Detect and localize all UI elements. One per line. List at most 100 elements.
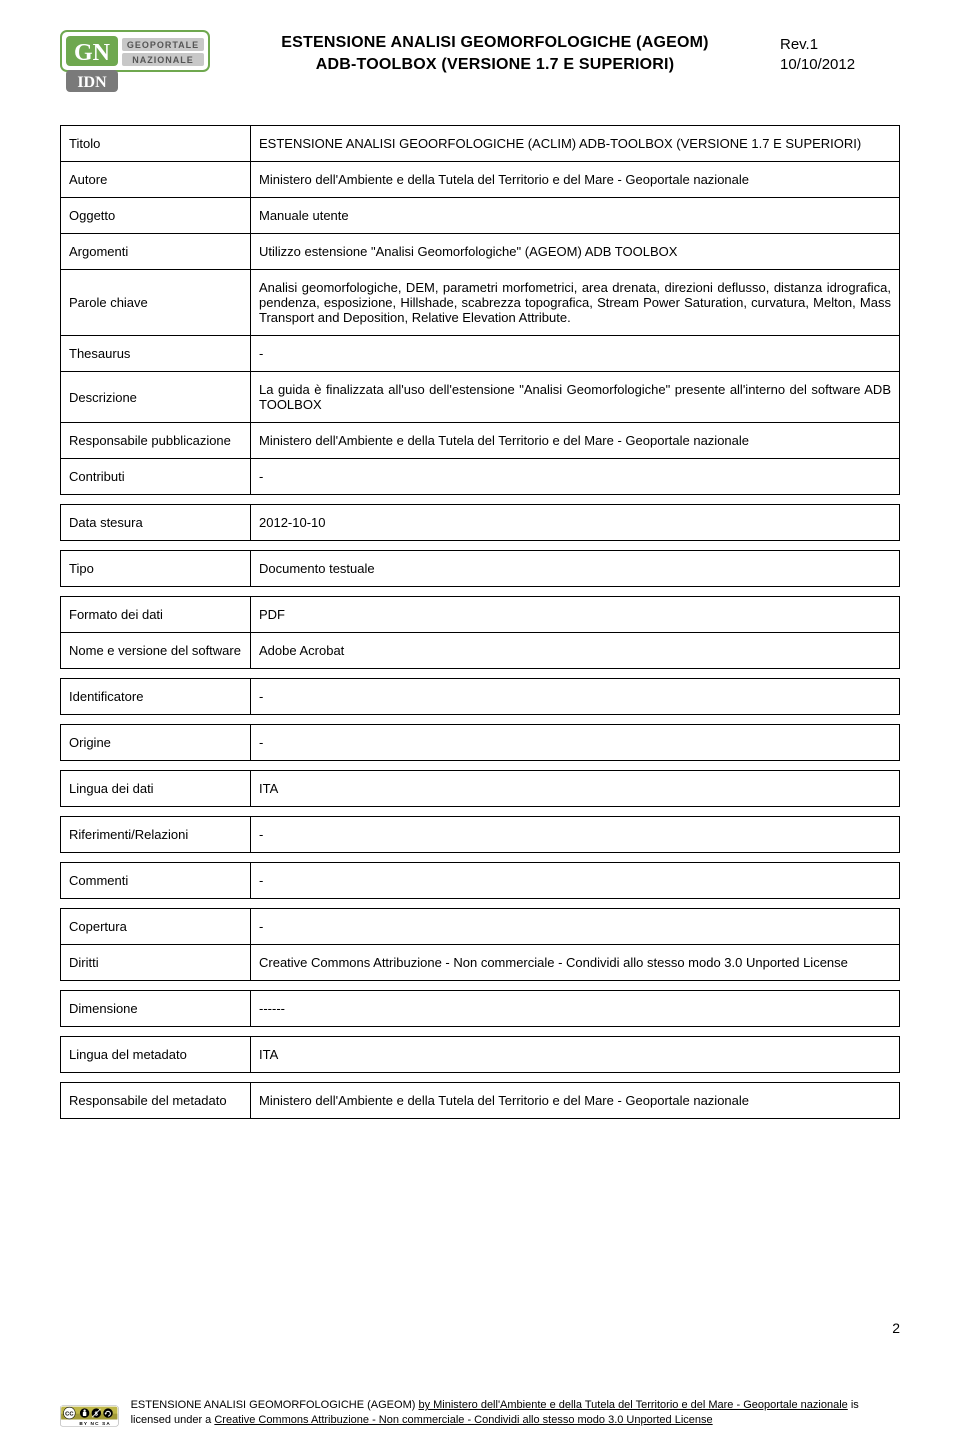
table-spacer <box>61 1027 900 1037</box>
document-header: GN GEOPORTALE NAZIONALE IDN ESTENSIONE A… <box>60 30 900 95</box>
meta-value: - <box>251 725 900 761</box>
header-title-2: ADB-TOOLBOX (VERSIONE 1.7 E SUPERIORI) <box>225 56 765 74</box>
meta-label: Riferimenti/Relazioni <box>61 817 251 853</box>
meta-label: Oggetto <box>61 198 251 234</box>
revision-date: 10/10/2012 <box>780 56 900 73</box>
meta-label: Titolo <box>61 126 251 162</box>
footer-link-2: Creative Commons Attribuzione - Non comm… <box>214 1414 712 1426</box>
table-row: DescrizioneLa guida è finalizzata all'us… <box>61 372 900 423</box>
meta-value: ESTENSIONE ANALISI GEOORFOLOGICHE (ACLIM… <box>251 126 900 162</box>
meta-label: Responsabile pubblicazione <box>61 423 251 459</box>
table-row: OggettoManuale utente <box>61 198 900 234</box>
footer-link-1: by Ministero dell'Ambiente e della Tutel… <box>418 1399 847 1411</box>
page-number: 2 <box>892 1320 900 1336</box>
table-spacer <box>61 587 900 597</box>
table-row: Lingua del metadatoITA <box>61 1037 900 1073</box>
metadata-table: TitoloESTENSIONE ANALISI GEOORFOLOGICHE … <box>60 125 900 1119</box>
meta-label: Origine <box>61 725 251 761</box>
meta-label: Lingua dei dati <box>61 771 251 807</box>
meta-value: - <box>251 817 900 853</box>
table-row: TipoDocumento testuale <box>61 551 900 587</box>
table-row: Identificatore- <box>61 679 900 715</box>
table-row: Formato dei datiPDF <box>61 597 900 633</box>
table-row: Lingua dei datiITA <box>61 771 900 807</box>
header-title-1: ESTENSIONE ANALISI GEOMORFOLOGICHE (AGEO… <box>225 34 765 52</box>
meta-value: PDF <box>251 597 900 633</box>
meta-label: Nome e versione del software <box>61 633 251 669</box>
meta-value: Adobe Acrobat <box>251 633 900 669</box>
meta-value: 2012-10-10 <box>251 505 900 541</box>
meta-label: Diritti <box>61 945 251 981</box>
table-row: Contributi- <box>61 459 900 495</box>
table-row: TitoloESTENSIONE ANALISI GEOORFOLOGICHE … <box>61 126 900 162</box>
table-spacer <box>61 853 900 863</box>
meta-value: - <box>251 863 900 899</box>
table-spacer <box>61 495 900 505</box>
meta-value: ITA <box>251 771 900 807</box>
meta-label: Formato dei dati <box>61 597 251 633</box>
meta-value: ITA <box>251 1037 900 1073</box>
geoportale-logo: GN GEOPORTALE NAZIONALE IDN <box>60 30 210 95</box>
meta-value: - <box>251 909 900 945</box>
table-spacer <box>61 761 900 771</box>
table-row: Copertura- <box>61 909 900 945</box>
meta-label: Parole chiave <box>61 270 251 336</box>
revision-text: Rev.1 <box>780 36 900 53</box>
meta-value: Creative Commons Attribuzione - Non comm… <box>251 945 900 981</box>
table-spacer <box>61 899 900 909</box>
meta-value: - <box>251 336 900 372</box>
logo-label-bot: NAZIONALE <box>132 55 194 65</box>
meta-value: - <box>251 679 900 715</box>
table-row: Responsabile pubblicazioneMinistero dell… <box>61 423 900 459</box>
meta-value: Ministero dell'Ambiente e della Tutela d… <box>251 1083 900 1119</box>
meta-label: Responsabile del metadato <box>61 1083 251 1119</box>
table-row: Nome e versione del softwareAdobe Acroba… <box>61 633 900 669</box>
footer-plain-1: ESTENSIONE ANALISI GEOMORFOLOGICHE (AGEO… <box>131 1399 419 1411</box>
meta-value: La guida è finalizzata all'uso dell'este… <box>251 372 900 423</box>
meta-label: Contributi <box>61 459 251 495</box>
table-row: DirittiCreative Commons Attribuzione - N… <box>61 945 900 981</box>
meta-label: Copertura <box>61 909 251 945</box>
meta-label: Dimensione <box>61 991 251 1027</box>
meta-label: Tipo <box>61 551 251 587</box>
logo-label-top: GEOPORTALE <box>127 40 199 50</box>
logo-idn-text: IDN <box>77 74 107 91</box>
meta-value: ------ <box>251 991 900 1027</box>
table-spacer <box>61 981 900 991</box>
cc-by-nc-sa-text: BY NC SA <box>79 1421 111 1426</box>
table-spacer <box>61 541 900 551</box>
meta-value: Analisi geomorfologiche, DEM, parametri … <box>251 270 900 336</box>
meta-label: Argomenti <box>61 234 251 270</box>
table-row: Responsabile del metadatoMinistero dell'… <box>61 1083 900 1119</box>
meta-value: Utilizzo estensione "Analisi Geomorfolog… <box>251 234 900 270</box>
table-row: Thesaurus- <box>61 336 900 372</box>
header-revision: Rev.1 10/10/2012 <box>780 30 900 73</box>
cc-license-badge: CC $ BY NC SA <box>60 1398 119 1434</box>
table-spacer <box>61 1073 900 1083</box>
meta-value: Ministero dell'Ambiente e della Tutela d… <box>251 162 900 198</box>
meta-label: Commenti <box>61 863 251 899</box>
page: GN GEOPORTALE NAZIONALE IDN ESTENSIONE A… <box>0 0 960 1456</box>
table-spacer <box>61 715 900 725</box>
meta-label: Identificatore <box>61 679 251 715</box>
footer-license-text: ESTENSIONE ANALISI GEOMORFOLOGICHE (AGEO… <box>131 1398 900 1428</box>
meta-value: - <box>251 459 900 495</box>
table-row: Commenti- <box>61 863 900 899</box>
table-row: Origine- <box>61 725 900 761</box>
table-row: Parole chiaveAnalisi geomorfologiche, DE… <box>61 270 900 336</box>
document-footer: CC $ BY NC SA ESTENSIONE ANALISI GEOMORF… <box>60 1398 900 1434</box>
svg-text:CC: CC <box>65 1411 74 1417</box>
meta-label: Autore <box>61 162 251 198</box>
logo-gn-text: GN <box>74 40 111 66</box>
meta-value: Ministero dell'Ambiente e della Tutela d… <box>251 423 900 459</box>
table-row: ArgomentiUtilizzo estensione "Analisi Ge… <box>61 234 900 270</box>
meta-value: Documento testuale <box>251 551 900 587</box>
meta-label: Lingua del metadato <box>61 1037 251 1073</box>
meta-label: Data stesura <box>61 505 251 541</box>
table-row: Data stesura2012-10-10 <box>61 505 900 541</box>
table-row: Dimensione------ <box>61 991 900 1027</box>
table-row: Riferimenti/Relazioni- <box>61 817 900 853</box>
table-spacer <box>61 807 900 817</box>
meta-label: Thesaurus <box>61 336 251 372</box>
header-titles: ESTENSIONE ANALISI GEOMORFOLOGICHE (AGEO… <box>225 30 765 74</box>
